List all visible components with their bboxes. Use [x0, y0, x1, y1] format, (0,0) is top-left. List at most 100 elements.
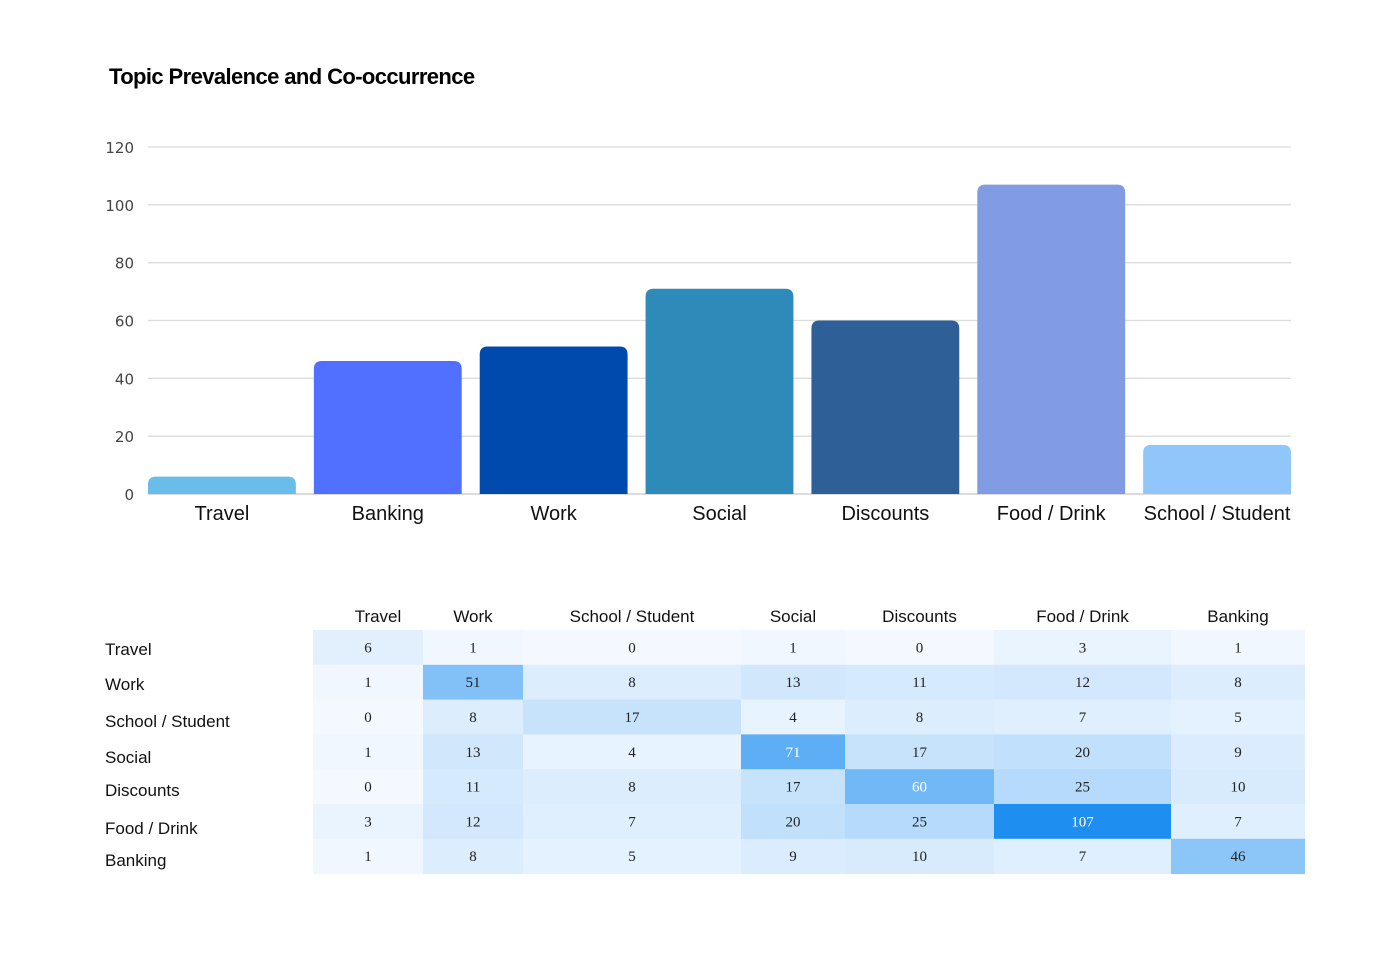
heatmap-cell-value: 0	[364, 780, 372, 796]
heatmap-cell	[423, 838, 523, 875]
heatmap-cell-value: 1	[364, 675, 372, 691]
heatmap-cell	[313, 804, 423, 840]
x-tick-label: Banking	[352, 503, 424, 525]
heatmap-cell-value: 71	[786, 745, 801, 761]
bar-school-student	[1143, 444, 1291, 494]
heatmap-cell	[423, 699, 523, 735]
heatmap-cell-value: 1	[789, 640, 797, 656]
bar-food-drink	[977, 184, 1126, 494]
bar-discounts	[811, 320, 960, 494]
heatmap-cell	[523, 838, 741, 875]
heatmap-cell	[994, 804, 1171, 840]
heatmap-cell-value: 7	[628, 814, 636, 830]
heatmap-cell-value: 13	[786, 675, 801, 691]
heatmap-cell-value: 12	[466, 814, 481, 830]
bar-travel	[148, 476, 296, 494]
heatmap-cell-value: 0	[916, 640, 924, 656]
heatmap-cell	[523, 769, 741, 805]
y-tick-label: 0	[124, 486, 134, 504]
bar-work	[479, 346, 628, 494]
heatmap-cell	[845, 734, 994, 770]
heatmap-cell-value: 20	[786, 814, 801, 830]
chart-title: Topic Prevalence and Co-occurrence	[109, 64, 475, 89]
heatmap-cell	[523, 734, 741, 770]
y-tick-label: 80	[115, 255, 134, 273]
heatmap-cell	[994, 838, 1171, 875]
bar-chart: 0 20 40 60 80 100 120 Travel Banking Work Social D…	[105, 139, 1291, 525]
heatmap-cell	[741, 664, 845, 701]
y-tick-label: 40	[115, 370, 134, 388]
heatmap-row-headers: Travel Work School / Student Social Discount…	[105, 640, 230, 870]
heatmap-cell	[313, 769, 423, 805]
heatmap-cell-value: 3	[364, 814, 372, 830]
x-tick-label: Discounts	[841, 503, 929, 525]
bar-chart-bars	[148, 184, 1291, 494]
heatmap-cell	[994, 699, 1171, 735]
heatmap-cell	[523, 804, 741, 840]
heatmap-cell-value: 9	[1234, 745, 1242, 761]
y-tick-label: 120	[105, 139, 134, 157]
y-tick-label: 60	[115, 313, 134, 331]
heatmap-cell-value: 5	[628, 849, 636, 865]
bar-chart-y-axis: 0 20 40 60 80 100 120	[105, 139, 134, 504]
heatmap-cell	[741, 804, 845, 840]
heatmap-cell	[313, 630, 423, 666]
heatmap-column-headers: Travel Work School / Student Social Discount…	[355, 607, 1269, 626]
heatmap-column-header: Work	[453, 607, 493, 626]
heatmap-cell	[1171, 838, 1305, 875]
x-tick-label: Food / Drink	[997, 503, 1107, 525]
heatmap-cell	[994, 769, 1171, 805]
heatmap-cell	[423, 664, 523, 701]
heatmap-column-header: Food / Drink	[1036, 607, 1129, 626]
x-tick-label: School / Student	[1144, 503, 1291, 525]
heatmap-cell	[523, 664, 741, 701]
heatmap-cell	[313, 838, 423, 875]
heatmap-cell	[994, 630, 1171, 666]
heatmap-cell-value: 10	[912, 849, 927, 865]
heatmap-column-header: School / Student	[570, 607, 695, 626]
heatmap-cell	[741, 769, 845, 805]
heatmap-cell	[845, 838, 994, 875]
heatmap-cell	[313, 734, 423, 770]
heatmap-cell-value: 0	[364, 710, 372, 726]
heatmap-cell-value: 11	[912, 675, 926, 691]
heatmap-cell	[741, 699, 845, 735]
bar-social	[645, 288, 794, 494]
x-tick-label: Work	[530, 503, 577, 525]
heatmap-cell	[423, 630, 523, 666]
bar-banking	[313, 360, 462, 494]
bar-chart-x-axis: Travel Banking Work Social Discounts Food / D…	[195, 503, 1291, 525]
heatmap-cell-value: 4	[628, 745, 636, 761]
heatmap-cell	[1171, 769, 1305, 805]
heatmap-cell	[1171, 664, 1305, 701]
heatmap-cell	[845, 699, 994, 735]
heatmap-cell-value: 10	[1231, 780, 1246, 796]
heatmap-cell-value: 6	[364, 640, 372, 656]
heatmap-cell-value: 0	[628, 640, 636, 656]
heatmap-cell-value: 17	[912, 745, 928, 761]
heatmap-cell	[1171, 630, 1305, 666]
heatmap-cell	[845, 630, 994, 666]
heatmap-row-header: Food / Drink	[105, 819, 198, 838]
heatmap-cell-value: 12	[1075, 675, 1090, 691]
heatmap-cell-value: 20	[1075, 745, 1090, 761]
heatmap-cell-value: 8	[628, 780, 636, 796]
heatmap-cell-value: 1	[1234, 640, 1242, 656]
heatmap-cell	[313, 699, 423, 735]
heatmap-cell-value: 5	[1234, 710, 1242, 726]
x-tick-label: Travel	[195, 503, 250, 525]
heatmap-cell-value: 51	[466, 675, 481, 691]
heatmap-cell-value: 25	[912, 814, 927, 830]
heatmap-cell-value: 25	[1075, 780, 1090, 796]
heatmap-cell	[1171, 804, 1305, 840]
heatmap-cell	[423, 804, 523, 840]
heatmap-column-header: Banking	[1207, 607, 1268, 626]
heatmap-cell-value: 46	[1231, 849, 1247, 865]
heatmap-cell	[741, 630, 845, 666]
heatmap-cell	[741, 838, 845, 875]
heatmap-cell-value: 8	[1234, 675, 1242, 691]
heatmap-cell-value: 8	[469, 710, 477, 726]
heatmap-cell	[741, 734, 845, 770]
heatmap-cell-value: 13	[466, 745, 481, 761]
